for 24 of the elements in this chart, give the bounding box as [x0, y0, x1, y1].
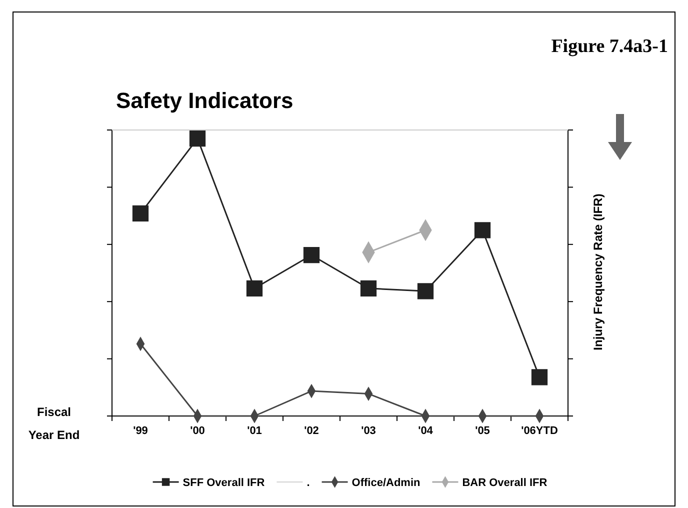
- legend-label: .: [306, 477, 310, 489]
- legend-label: Office/Admin: [352, 477, 421, 489]
- caption: Figure 7.4a3-1: [551, 36, 668, 57]
- y-axis-title: Injury Frequency Rate (IFR): [591, 194, 605, 350]
- x-tick-label: '02: [304, 424, 319, 437]
- point: [531, 369, 548, 386]
- chart-title: Safety Indicators: [116, 88, 294, 113]
- legend-label: BAR Overall IFR: [462, 477, 548, 489]
- x-tick-label: '05: [475, 424, 490, 437]
- legend-label: SFF Overall IFR: [182, 477, 265, 489]
- point: [246, 280, 263, 296]
- x-tick-label: '99: [133, 424, 148, 437]
- x-tick-label: '06YTD: [521, 424, 558, 437]
- x-tick-label: '01: [247, 424, 262, 437]
- point: [303, 247, 320, 264]
- point: [474, 222, 491, 238]
- x-tick-label: '03: [361, 424, 376, 437]
- point: [132, 205, 149, 222]
- x-tick-label: '04: [418, 424, 434, 437]
- point: [189, 130, 206, 147]
- x-tick-label: '00: [190, 424, 205, 437]
- point: [360, 280, 377, 296]
- x-axis-title: Fiscal Year End: [28, 405, 80, 442]
- point: [417, 283, 434, 300]
